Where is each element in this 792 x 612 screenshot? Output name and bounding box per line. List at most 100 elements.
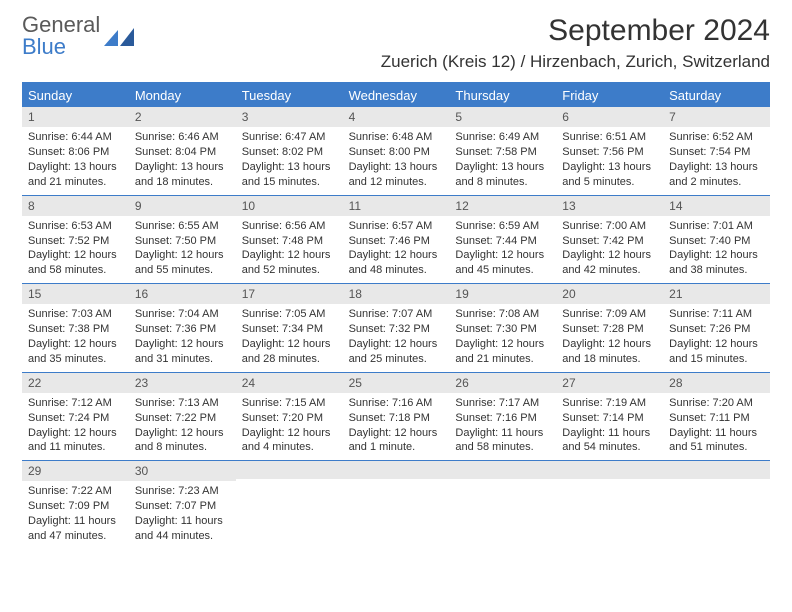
- week-row: 29Sunrise: 7:22 AMSunset: 7:09 PMDayligh…: [22, 461, 770, 549]
- day-line: and 31 minutes.: [135, 352, 230, 367]
- day-line: Daylight: 13 hours: [455, 160, 550, 175]
- day-cell: 10Sunrise: 6:56 AMSunset: 7:48 PMDayligh…: [236, 196, 343, 284]
- day-body: [449, 479, 556, 539]
- day-header-cell: Sunday: [22, 84, 129, 107]
- weeks-container: 1Sunrise: 6:44 AMSunset: 8:06 PMDaylight…: [22, 107, 770, 549]
- day-line: Daylight: 12 hours: [455, 248, 550, 263]
- day-number: 30: [129, 461, 236, 481]
- day-cell: 5Sunrise: 6:49 AMSunset: 7:58 PMDaylight…: [449, 107, 556, 195]
- day-line: Daylight: 12 hours: [562, 337, 657, 352]
- day-cell: 7Sunrise: 6:52 AMSunset: 7:54 PMDaylight…: [663, 107, 770, 195]
- day-line: Sunrise: 6:46 AM: [135, 130, 230, 145]
- day-number: [663, 461, 770, 479]
- day-cell: 3Sunrise: 6:47 AMSunset: 8:02 PMDaylight…: [236, 107, 343, 195]
- day-body: Sunrise: 7:22 AMSunset: 7:09 PMDaylight:…: [22, 481, 129, 548]
- day-cell: 20Sunrise: 7:09 AMSunset: 7:28 PMDayligh…: [556, 284, 663, 372]
- day-cell: 22Sunrise: 7:12 AMSunset: 7:24 PMDayligh…: [22, 373, 129, 461]
- day-line: Sunset: 7:30 PM: [455, 322, 550, 337]
- day-line: and 12 minutes.: [349, 175, 444, 190]
- day-line: Daylight: 13 hours: [349, 160, 444, 175]
- day-number: 11: [343, 196, 450, 216]
- day-line: Sunset: 7:32 PM: [349, 322, 444, 337]
- day-body: [343, 479, 450, 539]
- day-line: and 35 minutes.: [28, 352, 123, 367]
- day-body: [236, 479, 343, 539]
- day-line: and 1 minute.: [349, 440, 444, 455]
- logo-triangle-icon: [104, 26, 138, 46]
- day-body: Sunrise: 7:17 AMSunset: 7:16 PMDaylight:…: [449, 393, 556, 460]
- day-line: Daylight: 12 hours: [242, 248, 337, 263]
- day-body: Sunrise: 7:15 AMSunset: 7:20 PMDaylight:…: [236, 393, 343, 460]
- day-line: Daylight: 13 hours: [28, 160, 123, 175]
- day-cell: 28Sunrise: 7:20 AMSunset: 7:11 PMDayligh…: [663, 373, 770, 461]
- day-line: Sunrise: 6:47 AM: [242, 130, 337, 145]
- day-line: Sunset: 7:11 PM: [669, 411, 764, 426]
- day-line: Sunset: 8:04 PM: [135, 145, 230, 160]
- day-number: 23: [129, 373, 236, 393]
- day-line: and 52 minutes.: [242, 263, 337, 278]
- day-number: 9: [129, 196, 236, 216]
- day-line: Daylight: 12 hours: [669, 337, 764, 352]
- day-body: Sunrise: 6:56 AMSunset: 7:48 PMDaylight:…: [236, 216, 343, 283]
- day-number: 20: [556, 284, 663, 304]
- day-line: Sunset: 8:02 PM: [242, 145, 337, 160]
- week-row: 8Sunrise: 6:53 AMSunset: 7:52 PMDaylight…: [22, 196, 770, 285]
- day-line: and 18 minutes.: [562, 352, 657, 367]
- day-number: 24: [236, 373, 343, 393]
- day-body: Sunrise: 7:12 AMSunset: 7:24 PMDaylight:…: [22, 393, 129, 460]
- day-number: 21: [663, 284, 770, 304]
- day-line: Daylight: 12 hours: [242, 426, 337, 441]
- day-cell: [556, 461, 663, 549]
- day-body: Sunrise: 7:13 AMSunset: 7:22 PMDaylight:…: [129, 393, 236, 460]
- day-body: Sunrise: 7:19 AMSunset: 7:14 PMDaylight:…: [556, 393, 663, 460]
- day-cell: 12Sunrise: 6:59 AMSunset: 7:44 PMDayligh…: [449, 196, 556, 284]
- day-line: Sunrise: 7:17 AM: [455, 396, 550, 411]
- day-body: Sunrise: 6:48 AMSunset: 8:00 PMDaylight:…: [343, 127, 450, 194]
- day-body: [663, 479, 770, 539]
- day-body: Sunrise: 6:46 AMSunset: 8:04 PMDaylight:…: [129, 127, 236, 194]
- logo: General Blue: [22, 14, 138, 58]
- day-number: 18: [343, 284, 450, 304]
- day-line: Sunset: 7:26 PM: [669, 322, 764, 337]
- day-line: Sunrise: 7:04 AM: [135, 307, 230, 322]
- day-number: 10: [236, 196, 343, 216]
- day-line: Sunset: 7:46 PM: [349, 234, 444, 249]
- day-line: Sunset: 7:18 PM: [349, 411, 444, 426]
- day-line: Sunrise: 6:56 AM: [242, 219, 337, 234]
- day-line: Daylight: 12 hours: [28, 337, 123, 352]
- day-cell: [449, 461, 556, 549]
- day-body: Sunrise: 7:20 AMSunset: 7:11 PMDaylight:…: [663, 393, 770, 460]
- day-line: Daylight: 12 hours: [349, 426, 444, 441]
- day-line: and 42 minutes.: [562, 263, 657, 278]
- day-line: Daylight: 13 hours: [242, 160, 337, 175]
- day-line: Sunrise: 7:03 AM: [28, 307, 123, 322]
- day-cell: 17Sunrise: 7:05 AMSunset: 7:34 PMDayligh…: [236, 284, 343, 372]
- day-body: Sunrise: 7:16 AMSunset: 7:18 PMDaylight:…: [343, 393, 450, 460]
- day-cell: 30Sunrise: 7:23 AMSunset: 7:07 PMDayligh…: [129, 461, 236, 549]
- day-line: and 15 minutes.: [242, 175, 337, 190]
- day-cell: 29Sunrise: 7:22 AMSunset: 7:09 PMDayligh…: [22, 461, 129, 549]
- day-body: Sunrise: 6:52 AMSunset: 7:54 PMDaylight:…: [663, 127, 770, 194]
- day-line: and 45 minutes.: [455, 263, 550, 278]
- day-line: Sunrise: 6:48 AM: [349, 130, 444, 145]
- day-line: Sunset: 7:52 PM: [28, 234, 123, 249]
- day-cell: 14Sunrise: 7:01 AMSunset: 7:40 PMDayligh…: [663, 196, 770, 284]
- day-line: Sunrise: 6:59 AM: [455, 219, 550, 234]
- day-number: 19: [449, 284, 556, 304]
- day-line: Daylight: 12 hours: [135, 337, 230, 352]
- day-number: 7: [663, 107, 770, 127]
- day-line: and 55 minutes.: [135, 263, 230, 278]
- day-line: Sunset: 7:42 PM: [562, 234, 657, 249]
- day-line: Sunset: 7:34 PM: [242, 322, 337, 337]
- day-cell: 11Sunrise: 6:57 AMSunset: 7:46 PMDayligh…: [343, 196, 450, 284]
- day-line: Sunrise: 7:15 AM: [242, 396, 337, 411]
- day-line: and 2 minutes.: [669, 175, 764, 190]
- day-body: Sunrise: 7:01 AMSunset: 7:40 PMDaylight:…: [663, 216, 770, 283]
- day-line: Daylight: 12 hours: [349, 337, 444, 352]
- day-header-cell: Wednesday: [343, 84, 450, 107]
- day-number: 25: [343, 373, 450, 393]
- day-line: Sunset: 7:22 PM: [135, 411, 230, 426]
- day-body: Sunrise: 7:00 AMSunset: 7:42 PMDaylight:…: [556, 216, 663, 283]
- day-line: and 15 minutes.: [669, 352, 764, 367]
- day-cell: 26Sunrise: 7:17 AMSunset: 7:16 PMDayligh…: [449, 373, 556, 461]
